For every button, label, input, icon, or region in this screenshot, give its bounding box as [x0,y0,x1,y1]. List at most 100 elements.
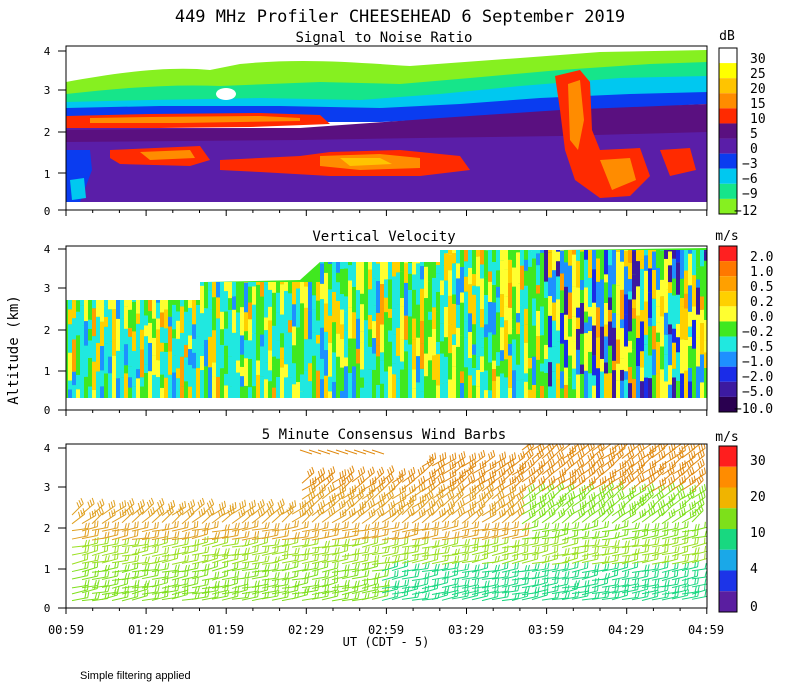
velocity-streak [656,250,662,268]
velocity-streak [208,282,213,291]
velocity-streak [292,345,298,364]
velocity-streak [692,275,697,307]
velocity-streak [564,339,569,368]
wind-barb-flag [574,475,577,483]
wind-barb-flag [204,536,206,543]
wind-barb-flag [424,585,427,592]
wind-barb-flag [167,562,170,569]
velocity-streak [576,374,583,400]
velocity-streak [552,270,559,303]
wind-barb-flag [87,569,90,576]
wind-barb-flag [154,557,158,564]
wind-barb-flag [444,571,447,578]
velocity-streak [352,312,358,339]
wind-barb-flag [599,459,603,466]
wind-barb-flag [571,506,575,513]
wind-barb-flag [569,447,572,454]
wind-barb-flag [321,489,325,496]
wind-barb-flag [164,547,167,554]
wind-barb-flag [509,487,512,494]
wind-barb-flag [384,557,388,564]
velocity-streak [476,250,483,257]
velocity-streak [172,300,177,305]
wind-barb-flag [327,546,330,553]
wind-barb-flag [344,564,347,571]
velocity-streak [460,302,466,336]
wind-barb-flag [697,453,701,460]
wind-barb-flag [700,492,704,499]
wind-barb-flag [97,592,100,600]
wind-barb-flag [640,464,644,471]
velocity-streak [428,262,433,282]
velocity-streak [224,385,230,400]
wind-barb-flag [520,452,523,459]
wind-barb-flag [110,501,114,508]
velocity-streak [432,307,438,330]
wind-barb-flag [404,538,406,545]
wind-barb-flag [617,494,621,501]
velocity-streak [640,250,646,260]
wind-barb-flag [107,555,110,562]
velocity-streak [688,250,695,254]
velocity-streak [632,378,637,400]
wind-barb-flag [168,503,171,510]
velocity-streak [260,376,266,400]
wind-barb-flag [509,508,513,515]
velocity-streak [384,279,390,298]
wind-barb-flag [196,544,199,551]
wind-barb-flag [696,529,699,536]
wind-barb-flag [496,529,499,536]
velocity-streak [140,329,147,350]
wind-barb-flag [401,469,404,476]
wind-barb-flag [618,445,621,452]
wind-barb-flag [664,580,667,587]
wind-colorbar-swatch [719,549,737,571]
wind-barb-flag [458,476,462,483]
velocity-streak [136,313,143,324]
wind-barb-flag [204,564,207,571]
wind-barb-flag [387,556,390,563]
wind-barb-flag [244,531,247,538]
velocity-streak [584,287,589,312]
wind-barb-flag [511,458,515,465]
wind-barb-flag [489,511,492,518]
velocity-streak [156,377,163,400]
wind-barb-flag [607,462,611,469]
velocity-streak [644,270,650,302]
velocity-streak [704,290,707,320]
wind-barb-flag [284,591,287,598]
wind-barb-flag [327,578,329,585]
wind-barb-flag [156,510,161,517]
velocity-streak [472,274,479,286]
velocity-streak [72,385,79,400]
velocity-streak [404,262,410,264]
velocity-streak [356,348,362,364]
wind-barb-flag [334,590,337,597]
wind-barb-flag [354,529,357,536]
velocity-streak [504,377,509,400]
wind-barb-flag [369,500,373,507]
wind-barb-flag [614,555,617,562]
velocity-streak [372,353,377,370]
wind-barb-flag [560,450,564,457]
wind-barb-flag [588,479,592,486]
velocity-streak [540,371,546,386]
wind-barb-flag [614,445,617,452]
wind-barb-flag [414,580,417,587]
wind-barb-flag [557,571,560,578]
wind-barb-flag [556,501,560,508]
wind-barb-flag [549,501,553,508]
wind-barb-flag [614,540,617,547]
wind-barb-flag [204,555,207,562]
wind-barb-flag [507,536,509,543]
velocity-streak [404,282,409,316]
wind-barb-flag [494,537,496,544]
velocity-streak [196,304,203,337]
velocity-streak [680,339,685,374]
wind-barb-flag [487,545,489,552]
velocity-streak [88,328,95,341]
wind-barb-flag [524,522,527,530]
velocity-streak [388,366,394,400]
wind-barb-flag [618,438,620,444]
wind-barb-flag [240,509,244,516]
